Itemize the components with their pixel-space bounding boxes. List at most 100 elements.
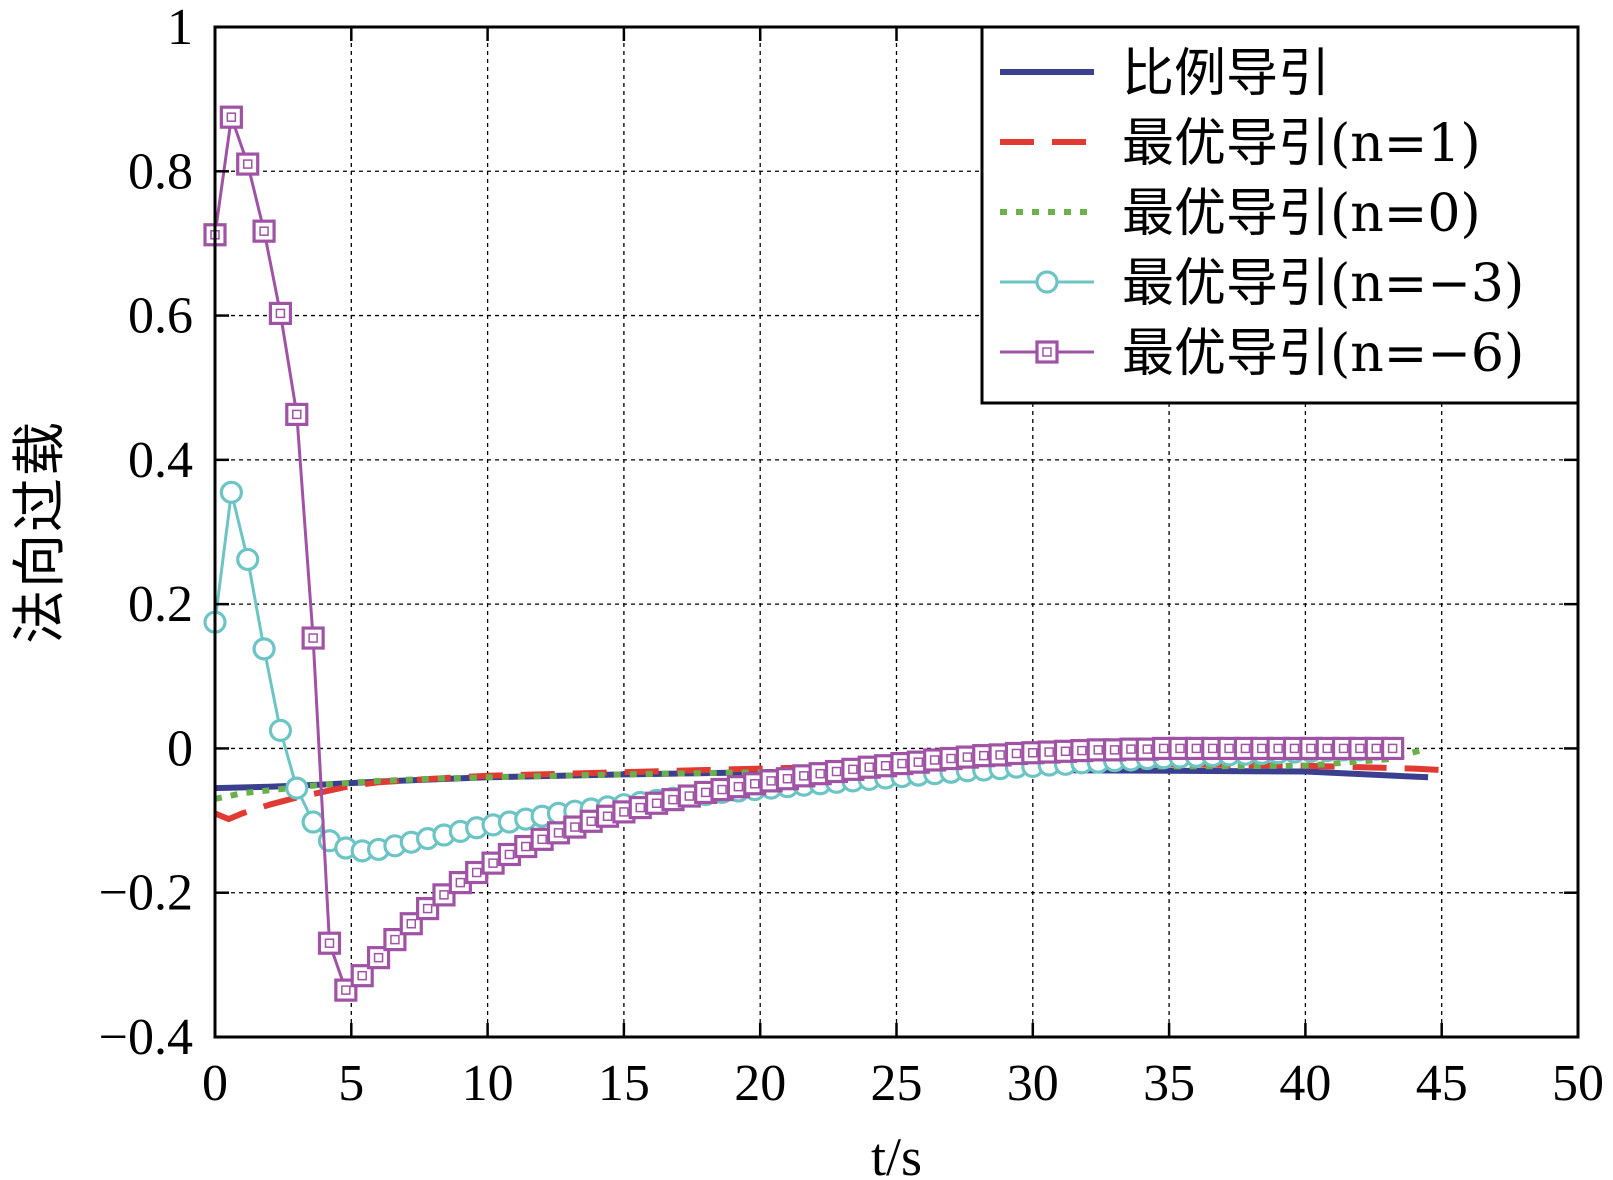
data-point-inner	[1338, 743, 1349, 754]
data-point-inner	[684, 791, 695, 801]
data-point-inner	[308, 633, 318, 643]
data-point-inner	[1060, 746, 1071, 757]
data-point	[219, 480, 243, 504]
data-point-inner	[717, 784, 727, 795]
y-tick-label: 0	[167, 720, 193, 777]
y-tick-label: −0.4	[99, 1009, 193, 1066]
data-point-inner	[1077, 745, 1087, 756]
data-point	[236, 152, 260, 176]
x-tick-label: 10	[462, 1055, 514, 1112]
legend-label-3: 最优导引(n=0)	[1122, 184, 1481, 244]
series-5	[203, 105, 1405, 1002]
data-point-inner	[1028, 748, 1038, 758]
data-point-inner	[635, 802, 646, 813]
data-point-inner	[324, 938, 335, 948]
data-point-inner	[406, 918, 417, 929]
data-point-inner	[1224, 743, 1234, 754]
x-tick-label: 35	[1143, 1055, 1195, 1112]
data-point-inner	[913, 757, 924, 767]
x-tick-label: 45	[1416, 1055, 1468, 1112]
legend-marker-4	[1035, 270, 1059, 294]
data-point-inner	[1207, 743, 1218, 754]
data-point-inner	[553, 828, 564, 838]
data-point-inner	[1126, 744, 1136, 754]
series-4	[203, 480, 1405, 863]
data-point-inner	[1371, 743, 1382, 754]
data-point-inner	[1093, 745, 1103, 755]
data-point-inner	[651, 798, 662, 809]
data-point-inner	[1306, 743, 1316, 754]
series-line-2	[213, 761, 1442, 823]
data-point	[236, 547, 260, 572]
data-point-inner	[1273, 743, 1283, 754]
series-2	[213, 761, 1442, 823]
data-point-inner	[537, 834, 547, 845]
data-point-inner	[1158, 743, 1169, 754]
data-point-inner	[488, 858, 498, 868]
data-point	[285, 776, 309, 800]
data-point	[285, 402, 309, 427]
legend-label-5: 最优导引(n=−6)	[1122, 324, 1524, 384]
data-point-inner	[422, 903, 433, 914]
data-point-inner	[275, 308, 286, 319]
data-point-inner	[1044, 747, 1054, 757]
x-tick-label: 5	[338, 1055, 364, 1112]
x-tick-label: 40	[1279, 1055, 1331, 1112]
data-point-inner	[373, 952, 384, 963]
data-point-inner	[226, 112, 237, 122]
data-point-inner	[880, 760, 891, 771]
data-point	[366, 946, 391, 970]
data-point-inner	[1142, 744, 1153, 754]
data-point-inner	[1387, 743, 1398, 754]
data-point-inner	[521, 841, 531, 852]
data-point-inner	[602, 811, 613, 821]
data-point-inner	[929, 755, 940, 765]
data-point-inner	[749, 779, 760, 789]
data-point-inner	[1322, 743, 1332, 754]
y-tick-label: 1	[167, 0, 193, 56]
data-point-inner	[700, 787, 711, 798]
data-point-inner	[259, 226, 269, 236]
x-tick-label: 50	[1552, 1055, 1604, 1112]
x-tick-label: 30	[1007, 1055, 1059, 1112]
y-tick-label: 0.4	[128, 432, 193, 489]
data-point-inner	[995, 750, 1005, 760]
data-point-inner	[799, 771, 809, 781]
data-point-inner	[1011, 748, 1022, 759]
series-line-3	[214, 745, 1429, 802]
data-point-inner	[848, 764, 858, 775]
axis-ticks: 0 5 10 15 20 25 30 35 40 45 50 −0.4 −0.2 0 0.2 0.4 0.6 0.…	[99, 0, 1604, 1112]
data-point-inner	[570, 822, 580, 832]
data-point-inner	[1289, 743, 1300, 754]
series-line-4	[213, 490, 1393, 853]
y-tick-label: 0.8	[128, 143, 193, 200]
data-point	[252, 637, 276, 661]
data-point-inner	[455, 877, 466, 888]
y-tick-label: 0.6	[128, 288, 193, 345]
data-point-inner	[292, 409, 302, 420]
data-point	[317, 931, 342, 955]
data-point	[268, 718, 293, 742]
x-tick-label: 20	[734, 1055, 786, 1112]
data-point-inner	[619, 807, 629, 817]
data-point-inner	[390, 934, 400, 945]
legend-label-2: 最优导引(n=1)	[1122, 114, 1481, 174]
legend-label-1: 比例导引	[1122, 44, 1330, 104]
y-axis-label: 法向过载	[10, 420, 70, 644]
data-point-inner	[864, 762, 874, 772]
data-point-inner	[978, 750, 989, 761]
data-point-inner	[766, 776, 776, 786]
data-point-inner	[471, 867, 482, 878]
data-point-inner	[897, 758, 907, 769]
data-point-inner	[504, 849, 515, 860]
data-point-inner	[357, 970, 367, 981]
data-point-inner	[733, 781, 744, 792]
data-point-inner	[1257, 743, 1267, 754]
legend-marker-5	[1035, 340, 1059, 364]
data-point-inner	[586, 816, 596, 827]
series-3	[214, 745, 1429, 802]
data-point-inner	[242, 159, 253, 169]
data-point-inner	[1175, 743, 1185, 754]
